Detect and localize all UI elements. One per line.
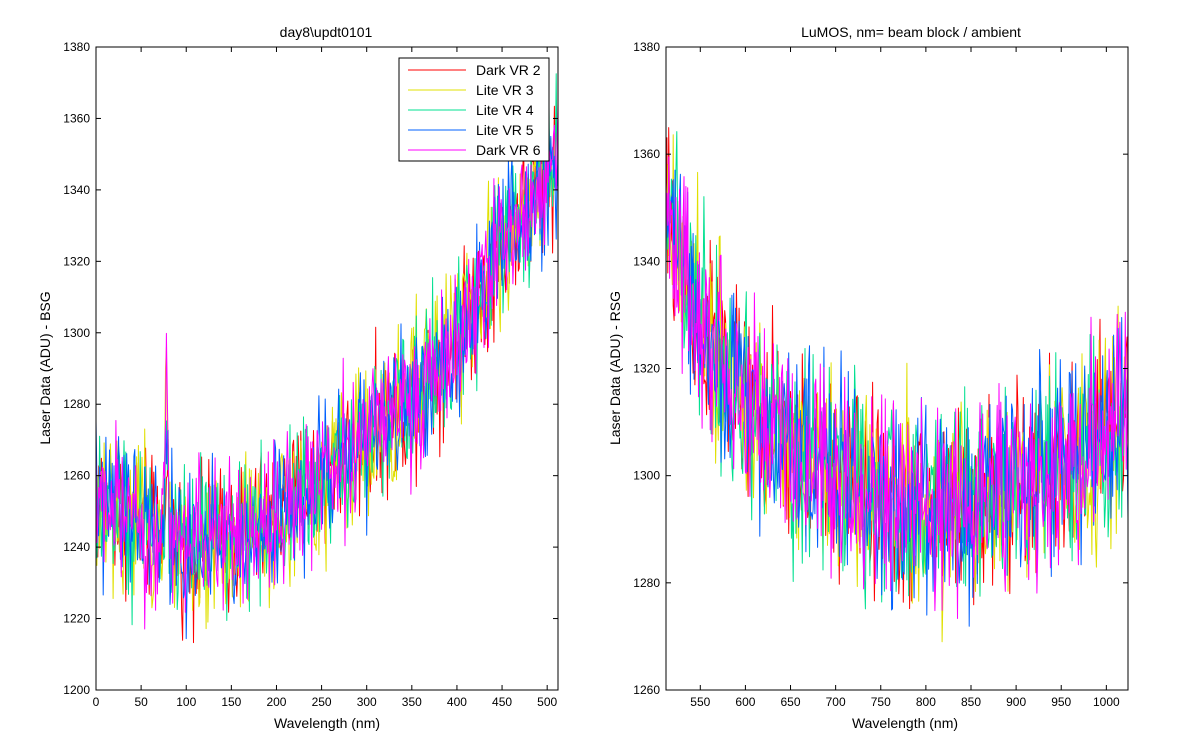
x-tick-label: 400 [447,695,467,709]
y-tick-label: 1280 [633,576,660,590]
left-plot-series-group [96,73,558,644]
x-tick-label: 100 [176,695,196,709]
y-tick-label: 1360 [63,111,90,125]
y-tick-label: 1380 [633,40,660,54]
right-plot-y-axis-label: Laser Data (ADU) - RSG [607,291,623,445]
y-tick-label: 1260 [63,469,90,483]
y-tick-label: 1300 [633,469,660,483]
right-plot-x-axis-label: Wavelength (nm) [852,715,958,731]
x-tick-label: 350 [402,695,422,709]
x-tick-label: 50 [134,695,148,709]
left-plot-ticks: 0 50 100 150 200 250 300 350 400 450 500 1200 1220 12… [63,40,558,709]
y-tick-label: 1380 [63,40,90,54]
y-tick-label: 1320 [633,362,660,376]
series-line-dark-vr-6 [666,156,1128,619]
y-tick-label: 1280 [63,397,90,411]
x-tick-label: 250 [312,695,332,709]
x-tick-label: 700 [826,695,846,709]
legend-label: Lite VR 3 [476,82,534,98]
left-plot-x-axis-label: Wavelength (nm) [274,715,380,731]
x-tick-label: 150 [221,695,241,709]
legend-label: Dark VR 6 [476,142,541,158]
legend-label: Dark VR 2 [476,62,541,78]
left-plot-y-axis-label: Laser Data (ADU) - BSG [37,291,53,444]
y-tick-label: 1240 [63,540,90,554]
x-tick-label: 550 [690,695,710,709]
right-plot-series-group [666,127,1128,643]
y-tick-label: 1300 [63,326,90,340]
x-tick-label: 200 [266,695,286,709]
x-tick-label: 900 [1006,695,1026,709]
legend-label: Lite VR 4 [476,102,534,118]
left-plot-legend: Dark VR 2 Lite VR 3 Lite VR 4 Lite VR 5 Dark… [398,57,550,162]
x-tick-label: 500 [537,695,557,709]
legend-label: Lite VR 5 [476,122,534,138]
x-tick-label: 300 [357,695,377,709]
x-tick-label: 800 [916,695,936,709]
x-tick-label: 650 [781,695,801,709]
y-tick-label: 1340 [633,254,660,268]
x-tick-label: 600 [735,695,755,709]
x-tick-label: 850 [961,695,981,709]
right-plot: LuMOS, nm= beam block / ambient 550 600 65… [607,24,1129,731]
x-tick-label: 1000 [1093,695,1120,709]
series-line-dark-vr-6 [96,104,558,630]
y-tick-label: 1340 [63,183,90,197]
right-plot-title: LuMOS, nm= beam block / ambient [801,24,1021,40]
y-tick-label: 1220 [63,612,90,626]
left-plot: day8\updt0101 0 50 100 150 200 250 300 350 400 45… [37,24,559,731]
y-tick-label: 1200 [63,683,90,697]
y-tick-label: 1260 [633,683,660,697]
x-tick-label: 750 [871,695,891,709]
right-plot-ticks: 550 600 650 700 750 800 850 900 950 1000 1260 1280 1… [633,40,1128,709]
left-plot-axes-box [95,46,559,691]
x-tick-label: 0 [93,695,100,709]
y-tick-label: 1320 [63,254,90,268]
x-tick-label: 450 [492,695,512,709]
x-tick-label: 950 [1051,695,1071,709]
left-plot-title: day8\updt0101 [280,24,373,40]
y-tick-label: 1360 [633,147,660,161]
